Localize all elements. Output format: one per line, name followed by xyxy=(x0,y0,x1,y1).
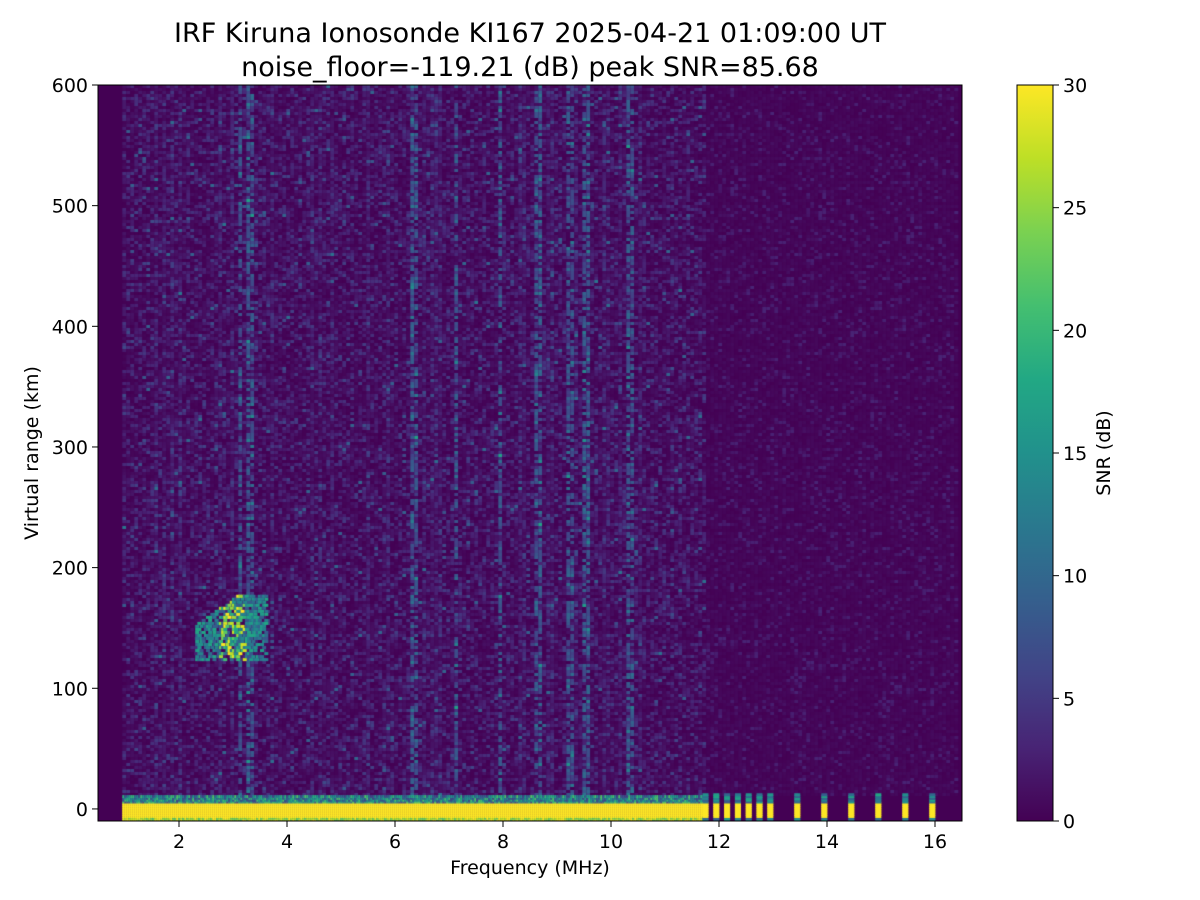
colorbar-tick-label: 20 xyxy=(1063,320,1087,342)
colorbar-tick-label: 15 xyxy=(1063,443,1087,465)
x-axis-label: Frequency (MHz) xyxy=(450,857,610,879)
x-tick-label: 2 xyxy=(173,831,185,853)
colorbar-tick-label: 25 xyxy=(1063,198,1087,220)
x-tick-label: 6 xyxy=(389,831,401,853)
y-tick-label: 100 xyxy=(52,678,88,700)
colorbar-tick-label: 0 xyxy=(1063,811,1075,833)
y-tick-label: 300 xyxy=(52,437,88,459)
colorbar-tick-label: 10 xyxy=(1063,566,1087,588)
colorbar-label: SNR (dB) xyxy=(1093,410,1115,495)
chart-title-line-1: IRF Kiruna Ionosonde KI167 2025-04-21 01… xyxy=(173,18,887,49)
y-tick-label: 400 xyxy=(52,316,88,338)
x-tick-label: 10 xyxy=(599,831,623,853)
heatmap-image xyxy=(98,85,962,821)
y-tick-label: 500 xyxy=(52,196,88,218)
x-tick-label: 8 xyxy=(497,831,509,853)
plot-frame xyxy=(97,84,963,822)
colorbar-tick-label: 5 xyxy=(1063,688,1075,710)
chart-title-line-2: noise_floor=-119.21 (dB) peak SNR=85.68 xyxy=(241,52,819,83)
plot-area xyxy=(98,85,962,821)
colorbar: 0 5 10 15 20 25 30 SNR (dB) xyxy=(1016,75,1115,833)
colorbar-tick-label: 30 xyxy=(1063,75,1087,97)
y-tick-label: 0 xyxy=(76,799,88,821)
x-tick-label: 16 xyxy=(923,831,947,853)
y-tick-label: 200 xyxy=(52,558,88,580)
x-tick-label: 12 xyxy=(707,831,731,853)
colorbar-gradient xyxy=(1016,84,1054,822)
y-tick-label: 600 xyxy=(52,75,88,97)
x-tick-label: 14 xyxy=(815,831,839,853)
x-tick-label: 4 xyxy=(281,831,293,853)
y-axis-label: Virtual range (km) xyxy=(21,366,43,540)
axes: 2 4 6 8 10 12 14 16 0 100 200 300 400 500 600 Frequency… xyxy=(21,75,963,879)
